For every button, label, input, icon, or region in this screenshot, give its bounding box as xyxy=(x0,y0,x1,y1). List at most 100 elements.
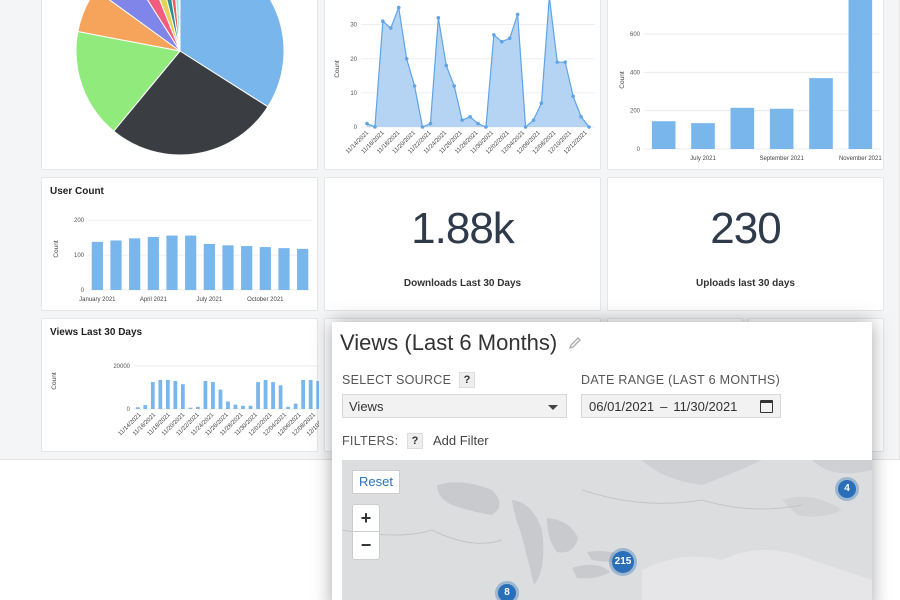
bar xyxy=(316,381,319,409)
bar xyxy=(691,123,715,149)
bar xyxy=(293,403,298,409)
pie-slice xyxy=(77,0,181,52)
bar xyxy=(188,407,193,409)
y-tick-label: 200 xyxy=(630,109,641,115)
bar xyxy=(203,381,208,409)
data-point xyxy=(436,16,441,20)
filters-help-icon[interactable]: ? xyxy=(407,433,423,449)
bar xyxy=(651,121,676,149)
data-point xyxy=(484,125,488,129)
y-tick-label: 0 xyxy=(127,407,131,413)
y-tick-label: 400 xyxy=(630,70,641,76)
bar xyxy=(263,379,268,409)
x-tick-label: April 2021 xyxy=(140,297,168,303)
map-cluster-8[interactable]: 8 xyxy=(498,584,516,600)
map-reset-button[interactable]: Reset xyxy=(352,470,400,494)
views-30-days-bar-chart: 020000Count11/14/202111/16/202111/18/202… xyxy=(51,364,319,438)
bar xyxy=(211,382,215,409)
bar xyxy=(278,385,283,409)
date-separator: – xyxy=(660,399,668,414)
downloads-card: 1.88k Downloads Last 30 Days xyxy=(324,177,601,311)
bar xyxy=(165,379,170,409)
data-point xyxy=(563,60,568,64)
bar xyxy=(185,235,197,290)
bar xyxy=(271,382,275,409)
data-point xyxy=(460,118,464,122)
bar xyxy=(256,382,260,409)
bar xyxy=(226,401,230,409)
x-tick-label: July 2021 xyxy=(690,156,716,162)
filters-label: FILTERS: xyxy=(342,434,399,448)
date-start[interactable]: 06/01/2021 xyxy=(589,399,655,414)
uploads-value: 230 xyxy=(710,204,781,253)
data-point xyxy=(515,12,520,17)
data-point xyxy=(523,125,528,129)
bar xyxy=(297,248,309,290)
user-count-bar-chart: 0 100 200 Count January 2021 April 2021 July 2… xyxy=(53,218,312,303)
pie-slice xyxy=(159,0,181,52)
bar xyxy=(129,238,141,290)
map-cluster-215[interactable]: 215 xyxy=(612,551,634,573)
pie-slice xyxy=(171,0,181,52)
bar xyxy=(241,405,245,409)
uploads-card: 230 Uploads last 30 days xyxy=(607,177,884,311)
add-filter-link[interactable]: Add Filter xyxy=(433,433,489,448)
bar xyxy=(286,406,290,409)
data-point xyxy=(499,39,504,44)
source-select[interactable]: Views xyxy=(342,394,567,418)
date-end[interactable]: 11/30/2021 xyxy=(673,399,738,414)
chevron-down-icon xyxy=(548,405,558,410)
y-tick-label: 10 xyxy=(350,91,357,97)
bar xyxy=(147,236,159,290)
y-axis-title: Count xyxy=(51,372,58,390)
panel-title: Views (Last 6 Months) xyxy=(340,330,558,355)
calendar-icon[interactable] xyxy=(760,400,773,413)
bar xyxy=(203,243,215,290)
bar xyxy=(173,381,178,409)
data-point xyxy=(507,36,512,41)
x-tick-label: October 2021 xyxy=(247,297,284,303)
bar xyxy=(301,379,306,409)
views-30-days-title: Views Last 30 Days xyxy=(50,327,143,338)
pie-chart xyxy=(75,0,285,156)
map-cluster-4[interactable]: 4 xyxy=(838,480,856,498)
bar xyxy=(135,407,140,409)
date-range-input[interactable]: 06/01/2021–11/30/2021 xyxy=(581,394,781,418)
data-point xyxy=(571,94,575,99)
y-axis-title: Count xyxy=(53,240,60,258)
data-point xyxy=(381,19,385,24)
bar xyxy=(196,406,200,409)
bar xyxy=(222,245,234,290)
data-point xyxy=(373,125,377,129)
views-6-months-panel: Views (Last 6 Months) SELECT SOURCE ? Vi… xyxy=(332,322,872,600)
bar xyxy=(150,382,155,409)
pie-slice xyxy=(75,30,181,132)
data-point xyxy=(428,121,433,126)
data-point xyxy=(476,121,480,126)
zoom-out-button[interactable]: − xyxy=(360,535,372,555)
bar xyxy=(143,405,148,409)
data-point xyxy=(365,121,369,126)
data-point xyxy=(579,114,583,119)
map-basemap xyxy=(342,460,872,600)
bar xyxy=(809,78,833,149)
data-point xyxy=(531,118,536,122)
y-tick-label: 200 xyxy=(74,218,85,224)
bar xyxy=(91,241,103,290)
downloads-caption: Downloads Last 30 Days xyxy=(403,278,522,289)
views-map[interactable]: Reset + − 215 8 4 xyxy=(342,460,872,600)
uploads-caption: Uploads last 30 days xyxy=(696,278,795,289)
pie-slice xyxy=(113,50,269,156)
bar xyxy=(110,240,122,290)
y-axis-title: Count xyxy=(619,71,626,89)
data-point xyxy=(539,101,544,105)
bar xyxy=(730,107,755,149)
bar xyxy=(241,246,253,290)
pie-slice xyxy=(178,0,181,52)
select-source-help-icon[interactable]: ? xyxy=(459,372,475,388)
data-point xyxy=(492,33,496,37)
zoom-in-button[interactable]: + xyxy=(353,505,379,532)
bar xyxy=(158,379,163,409)
edit-pencil-icon[interactable] xyxy=(568,336,582,350)
x-tick-label: January 2021 xyxy=(79,297,116,303)
